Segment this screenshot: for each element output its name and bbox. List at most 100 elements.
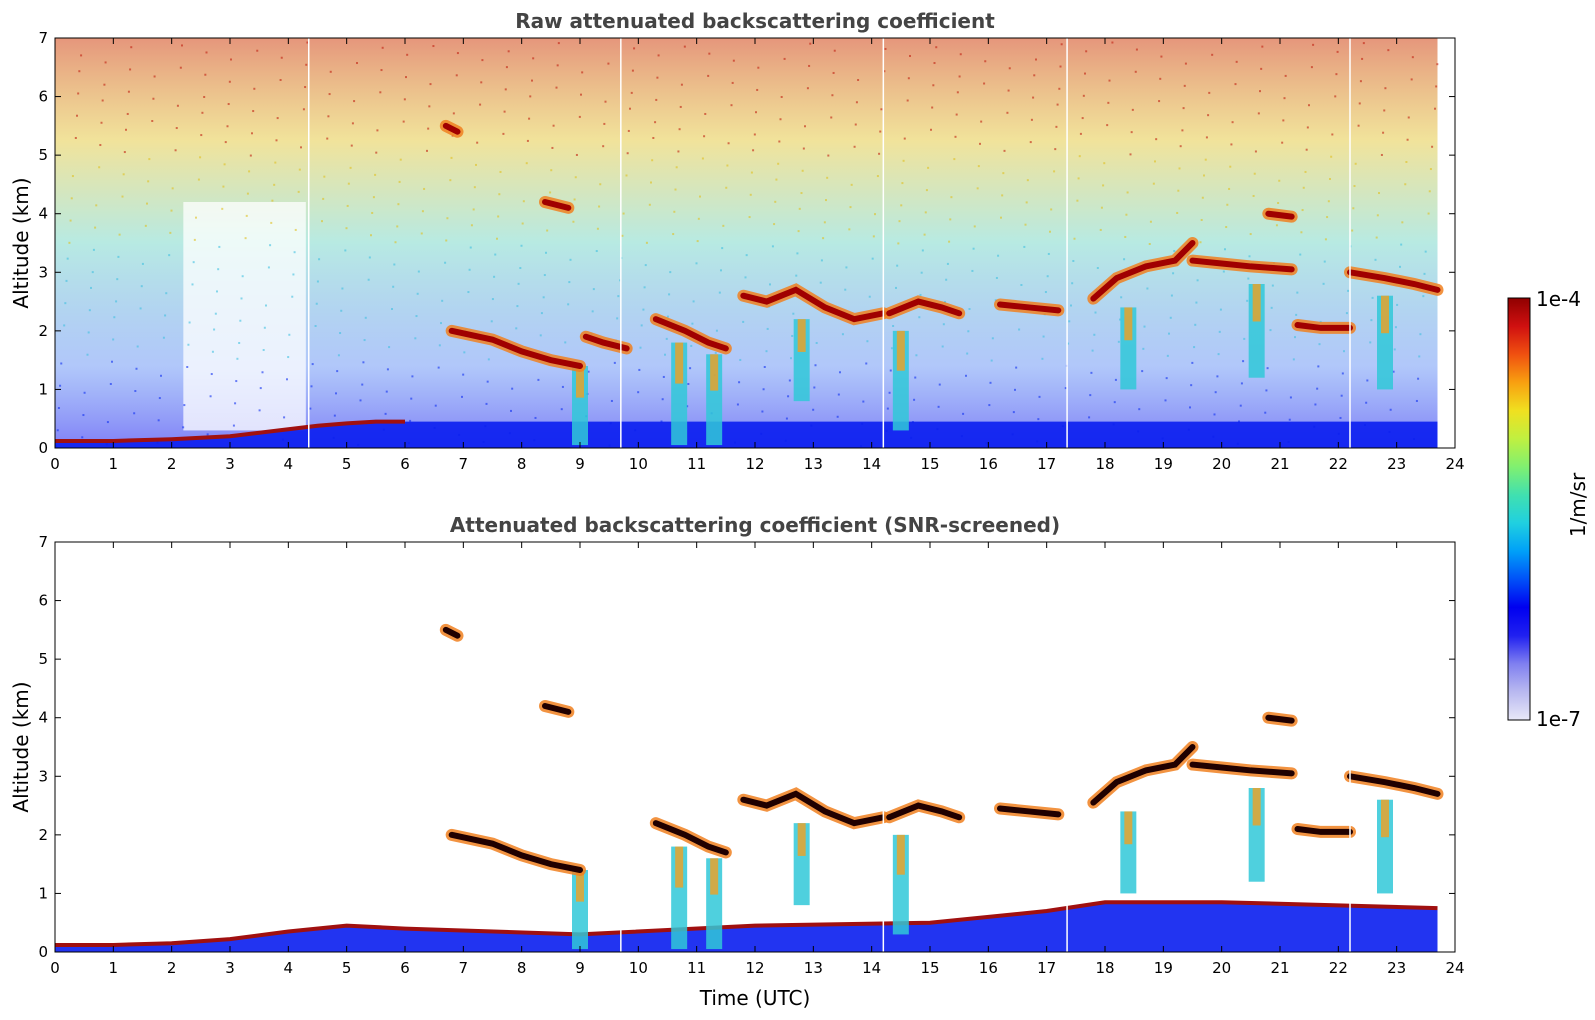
noise-speck bbox=[116, 278, 119, 281]
noise-speck bbox=[850, 183, 853, 186]
noise-speck bbox=[631, 69, 634, 72]
noise-speck bbox=[1169, 316, 1172, 319]
noise-speck bbox=[1352, 207, 1355, 210]
noise-speck bbox=[788, 379, 791, 382]
noise-speck bbox=[232, 424, 235, 427]
noise-speck bbox=[201, 111, 204, 114]
noise-speck bbox=[224, 141, 227, 144]
x-tick-label: 22 bbox=[1329, 455, 1348, 473]
noise-speck bbox=[1300, 231, 1303, 234]
noise-speck bbox=[316, 280, 319, 283]
noise-speck bbox=[1025, 201, 1028, 204]
y-tick-label: 5 bbox=[38, 146, 48, 164]
noise-speck bbox=[449, 179, 452, 182]
cloud-layer-7-9h bbox=[448, 831, 583, 873]
noise-speck bbox=[1308, 104, 1310, 107]
noise-speck bbox=[368, 256, 371, 259]
noise-speck bbox=[1091, 349, 1094, 352]
noise-speck bbox=[1199, 241, 1202, 244]
noise-speck bbox=[561, 385, 564, 388]
noise-speck bbox=[630, 91, 633, 94]
noise-speck bbox=[82, 414, 85, 417]
noise-speck bbox=[356, 62, 358, 65]
noise-speck bbox=[122, 173, 125, 176]
noise-speck bbox=[959, 53, 962, 56]
noise-speck bbox=[351, 122, 354, 125]
noise-speck bbox=[267, 266, 270, 269]
noise-speck bbox=[1345, 312, 1348, 315]
noise-speck bbox=[1129, 153, 1132, 156]
noise-speck bbox=[1079, 132, 1082, 135]
noise-speck bbox=[1289, 396, 1292, 399]
noise-speck bbox=[967, 330, 970, 333]
noise-speck bbox=[1347, 289, 1350, 292]
noise-speck bbox=[1306, 126, 1309, 129]
noise-speck bbox=[780, 95, 783, 98]
x-tick-label: 6 bbox=[400, 959, 410, 977]
noise-speck bbox=[91, 271, 94, 274]
noise-speck bbox=[1218, 330, 1221, 333]
noise-speck bbox=[778, 140, 781, 143]
noise-speck bbox=[1330, 155, 1333, 158]
noise-speck bbox=[622, 212, 625, 215]
noise-speck bbox=[906, 99, 909, 102]
noise-speck bbox=[314, 325, 317, 327]
noise-speck bbox=[949, 218, 952, 221]
noise-speck bbox=[857, 79, 860, 81]
noise-speck bbox=[392, 285, 395, 288]
noise-speck bbox=[437, 366, 440, 369]
noise-speck bbox=[499, 170, 502, 173]
noise-speck bbox=[1431, 145, 1434, 148]
noise-speck bbox=[81, 436, 84, 439]
noise-speck bbox=[1252, 194, 1255, 197]
noise-speck bbox=[487, 358, 490, 361]
noise-speck bbox=[1318, 343, 1321, 346]
noise-speck bbox=[1253, 172, 1256, 175]
noise-speck bbox=[1030, 118, 1033, 121]
noise-speck bbox=[672, 233, 675, 236]
colorbar-max-label: 1e-4 bbox=[1536, 287, 1581, 311]
noise-speck bbox=[139, 307, 142, 310]
noise-speck bbox=[414, 337, 417, 340]
x-tick-label: 12 bbox=[745, 959, 764, 977]
noise-speck bbox=[56, 429, 59, 432]
noise-speck bbox=[1370, 319, 1373, 322]
noise-speck bbox=[140, 285, 143, 288]
noise-speck bbox=[195, 216, 197, 219]
noise-speck bbox=[657, 54, 660, 57]
noise-speck bbox=[1281, 141, 1284, 144]
noise-speck bbox=[1088, 416, 1091, 419]
fallstreak-core-4 bbox=[896, 834, 905, 875]
noise-speck bbox=[825, 199, 827, 202]
noise-speck bbox=[880, 108, 883, 111]
noise-speck bbox=[104, 61, 107, 64]
noise-speck bbox=[1113, 401, 1116, 404]
noise-speck bbox=[976, 187, 979, 190]
noise-speck bbox=[1326, 216, 1329, 219]
noise-speck bbox=[956, 91, 959, 94]
y-tick-label: 0 bbox=[38, 943, 48, 961]
noise-speck bbox=[1406, 138, 1409, 141]
noise-speck bbox=[1125, 213, 1128, 216]
noise-speck bbox=[1277, 202, 1280, 204]
noise-speck bbox=[752, 149, 755, 152]
noise-speck bbox=[1200, 218, 1203, 221]
noise-speck bbox=[581, 71, 584, 74]
noise-speck bbox=[388, 346, 391, 349]
x-tick-label: 0 bbox=[50, 959, 60, 977]
noise-speck bbox=[595, 250, 598, 253]
noise-speck bbox=[1394, 326, 1397, 329]
noise-speck bbox=[216, 290, 218, 293]
noise-speck bbox=[1073, 237, 1076, 240]
noise-speck bbox=[742, 320, 745, 323]
noise-speck bbox=[300, 146, 302, 149]
y-tick-label: 4 bbox=[38, 709, 48, 727]
cloud-7-5.5km bbox=[442, 122, 461, 135]
noise-speck bbox=[1235, 60, 1238, 63]
y-tick-label: 1 bbox=[38, 884, 48, 902]
noise-speck bbox=[1365, 401, 1368, 404]
noise-speck bbox=[1106, 124, 1109, 127]
noise-speck bbox=[452, 112, 455, 115]
noise-speck bbox=[1037, 418, 1040, 421]
noise-speck bbox=[1102, 184, 1105, 187]
